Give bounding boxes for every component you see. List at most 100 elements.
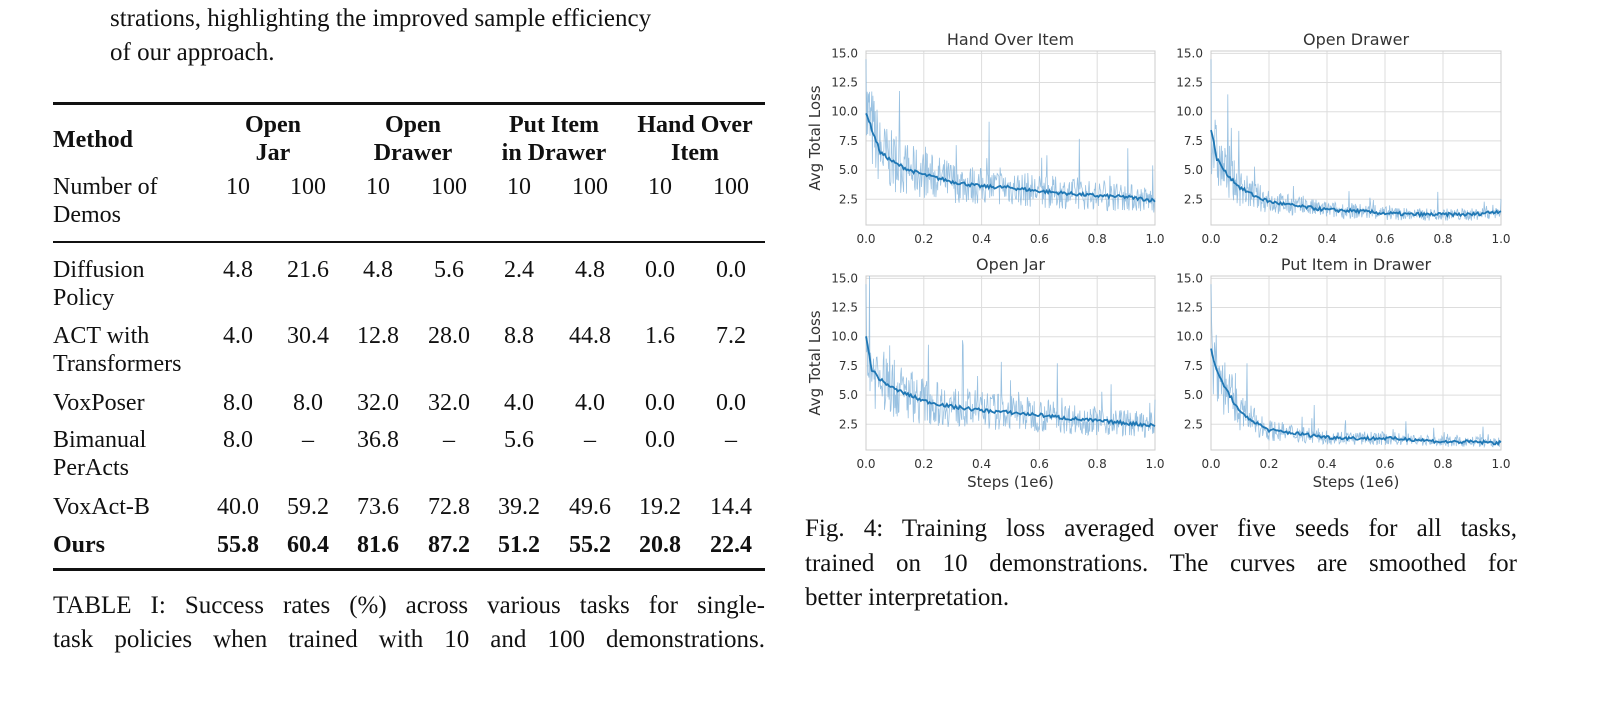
method-name: VoxAct-B [53, 494, 150, 520]
table-cell-value: 30.4 [287, 323, 329, 349]
y-tick-label: 7.5 [1184, 134, 1203, 148]
y-tick-label: 5.0 [839, 388, 858, 402]
y-tick-label: 7.5 [839, 359, 858, 373]
y-tick-label: 10.0 [831, 330, 858, 344]
demo-count: 10 [226, 174, 250, 200]
table-cell-value: 2.4 [504, 257, 534, 283]
x-tick-label: 1.0 [1145, 232, 1164, 246]
y-tick-label: 15.0 [1176, 46, 1203, 60]
plot-frame [1210, 275, 1502, 451]
table-cell-value: 5.6 [504, 427, 534, 453]
table-cell-value: 0.0 [645, 257, 675, 283]
table-cell-value: 49.6 [569, 494, 611, 520]
method-name: Transformers [53, 351, 182, 377]
table-cell-value: 8.0 [223, 390, 253, 416]
task-header: Drawer [373, 140, 453, 166]
table-cell-value: – [725, 427, 737, 453]
loss-subplot: 0.0 0.2 0.4 0.6 0.8 1.0 2.5 5.0 7.5 10.0 12.5 15.0 H… [806, 30, 1165, 246]
table-cell-value: 4.8 [363, 257, 393, 283]
y-tick-label: 2.5 [1184, 192, 1203, 206]
y-tick-label: 5.0 [1184, 388, 1203, 402]
table-cell-value: 44.8 [569, 323, 611, 349]
loss-subplot: 0.0 0.2 0.4 0.6 0.8 1.0 2.5 5.0 7.5 10.0 12.5 15.0 O… [806, 255, 1165, 491]
y-tick-label: 2.5 [839, 192, 858, 206]
table-cell-value: 81.6 [357, 532, 399, 558]
y-tick-label: 2.5 [1184, 417, 1203, 431]
x-tick-label: 1.0 [1491, 457, 1510, 471]
x-tick-label: 0.6 [1030, 457, 1049, 471]
task-header: Put Item [509, 112, 599, 138]
table-cell-value: 28.0 [428, 323, 470, 349]
paragraph-line: of our approach. [110, 39, 275, 66]
table-mid-rule [53, 241, 765, 243]
smoothed-loss-line [1210, 348, 1502, 446]
demo-count: 10 [507, 174, 531, 200]
task-header: Jar [255, 140, 291, 166]
method-header: Method [53, 127, 133, 153]
y-tick-label: 2.5 [839, 417, 858, 431]
y-tick-label: 10.0 [831, 105, 858, 119]
table-caption-line: task policies when trained with 10 and 1… [53, 626, 765, 653]
x-tick-label: 1.0 [1491, 232, 1510, 246]
table-cell-value: 8.0 [293, 390, 323, 416]
table-cell-value: 0.0 [716, 390, 746, 416]
table-cell-value: 73.6 [357, 494, 399, 520]
task-header: in Drawer [501, 140, 607, 166]
table-cell-value: 4.0 [575, 390, 605, 416]
y-tick-label: 5.0 [839, 163, 858, 177]
table-cell-value: 21.6 [287, 257, 329, 283]
x-tick-label: 0.4 [972, 457, 991, 471]
task-header: Open [244, 112, 302, 138]
task-header: Item [671, 140, 719, 166]
subplot-title: Hand Over Item [947, 30, 1074, 49]
table-cell-value: 40.0 [217, 494, 259, 520]
table-cell-value: 36.8 [357, 427, 399, 453]
table-top-rule [53, 102, 765, 105]
table-cell-value: 1.6 [645, 323, 675, 349]
method-name: VoxPoser [53, 390, 145, 416]
task-header: Open [384, 112, 442, 138]
table-cell-value: 19.2 [639, 494, 681, 520]
task-header: Hand Over [637, 112, 753, 138]
x-tick-label: 0.2 [1259, 232, 1278, 246]
plot-frame [1210, 50, 1502, 226]
table-cell-value: 55.2 [569, 532, 611, 558]
smoothed-loss-line [1210, 129, 1502, 219]
table-bottom-rule [53, 568, 765, 571]
plot-frame [865, 275, 1156, 451]
x-tick-label: 0.2 [914, 232, 933, 246]
table-cell-value: 51.2 [498, 532, 540, 558]
table-cell-value: 4.0 [504, 390, 534, 416]
table-cell-value: 0.0 [645, 390, 675, 416]
x-tick-label: 0.2 [1259, 457, 1278, 471]
figure-caption-line: trained on 10 demonstrations. The curves… [805, 550, 1517, 577]
x-tick-label: 0.6 [1030, 232, 1049, 246]
table-cell-value: 4.8 [575, 257, 605, 283]
table-cell-value: – [443, 427, 455, 453]
y-tick-label: 12.5 [1176, 301, 1203, 315]
table-caption-line: TABLE I: Success rates (%) across variou… [53, 592, 765, 619]
x-tick-label: 0.6 [1375, 457, 1394, 471]
raw-loss-line [865, 59, 1156, 213]
table-cell-value: 60.4 [287, 532, 329, 558]
table-cell-value: 8.8 [504, 323, 534, 349]
y-tick-label: 10.0 [1176, 105, 1203, 119]
table-cell-value: 7.2 [716, 323, 746, 349]
method-name: Bimanual [53, 427, 147, 453]
table-cell-value: 20.8 [639, 532, 681, 558]
x-tick-label: 0.8 [1088, 232, 1107, 246]
y-tick-label: 15.0 [1176, 271, 1203, 285]
table-cell-value: 4.0 [223, 323, 253, 349]
x-tick-label: 0.4 [972, 232, 991, 246]
table-cell-value: 12.8 [357, 323, 399, 349]
y-axis-label: Avg Total Loss [806, 85, 824, 190]
table-cell-value: 0.0 [645, 427, 675, 453]
method-name: Diffusion [53, 257, 145, 283]
y-tick-label: 15.0 [831, 271, 858, 285]
loss-subplot: 0.0 0.2 0.4 0.6 0.8 1.0 2.5 5.0 7.5 10.0 12.5 15.0 P… [1176, 255, 1510, 491]
x-tick-label: 0.0 [1201, 457, 1220, 471]
method-name: PerActs [53, 455, 129, 481]
y-tick-label: 7.5 [839, 134, 858, 148]
x-axis-label: Steps (1e6) [1313, 473, 1400, 491]
